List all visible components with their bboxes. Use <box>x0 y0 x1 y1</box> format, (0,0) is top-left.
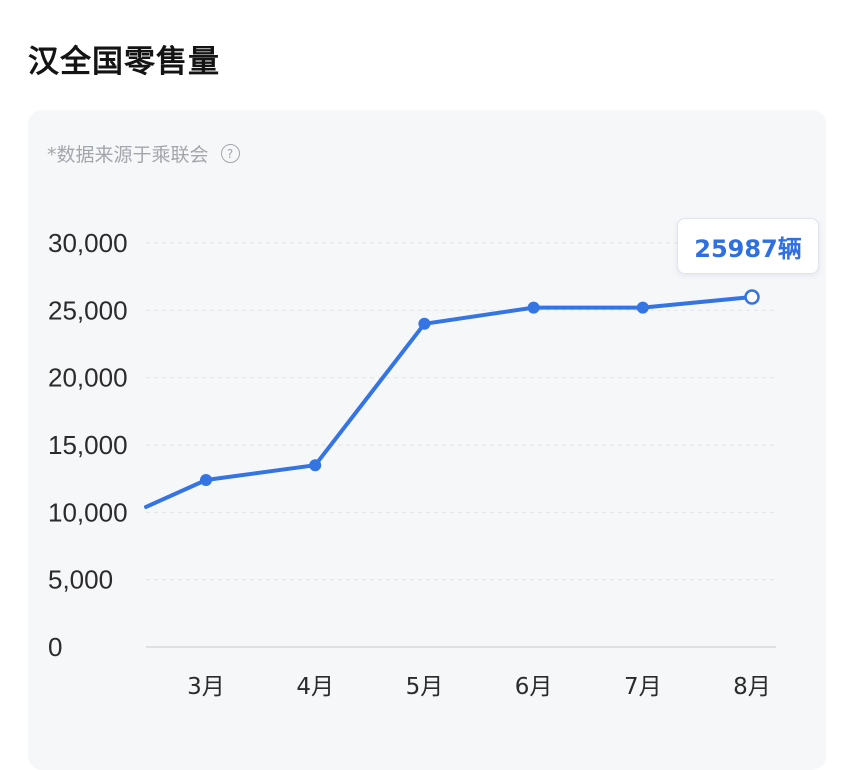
series-line <box>144 295 754 509</box>
question-circle-icon[interactable]: ? <box>220 144 240 163</box>
data-point <box>418 317 431 330</box>
data-point <box>200 474 212 487</box>
source-note-text: *数据来源于乘联会 <box>47 144 209 166</box>
y-tick-label: 20,000 <box>48 363 128 393</box>
x-tick-label: 7月 <box>624 674 662 700</box>
data-point <box>636 301 649 314</box>
y-tick-label: 30,000 <box>48 228 128 258</box>
data-point <box>527 301 540 314</box>
x-tick-label: 3月 <box>187 674 225 700</box>
line-chart: 0 5,000 10,000 15,000 20,000 25,000 30,000 3月 4月… <box>48 228 776 700</box>
x-tick-label: 8月 <box>733 674 771 700</box>
data-point <box>309 459 322 472</box>
x-tick-label: 4月 <box>296 674 334 700</box>
page-title: 汉全国零售量 <box>28 44 220 80</box>
y-tick-label: 25,000 <box>48 295 128 325</box>
y-tick-label: 10,000 <box>48 497 128 527</box>
data-source-note: *数据来源于乘联会 ? <box>47 140 240 167</box>
x-tick-label: 6月 <box>515 674 553 700</box>
y-tick-label: 0 <box>48 632 62 662</box>
data-tooltip: 25987辆 <box>677 218 819 274</box>
x-tick-label: 5月 <box>406 674 444 700</box>
y-tick-label: 15,000 <box>48 430 128 460</box>
y-tick-label: 5,000 <box>48 565 113 595</box>
highlighted-data-point <box>744 289 760 305</box>
